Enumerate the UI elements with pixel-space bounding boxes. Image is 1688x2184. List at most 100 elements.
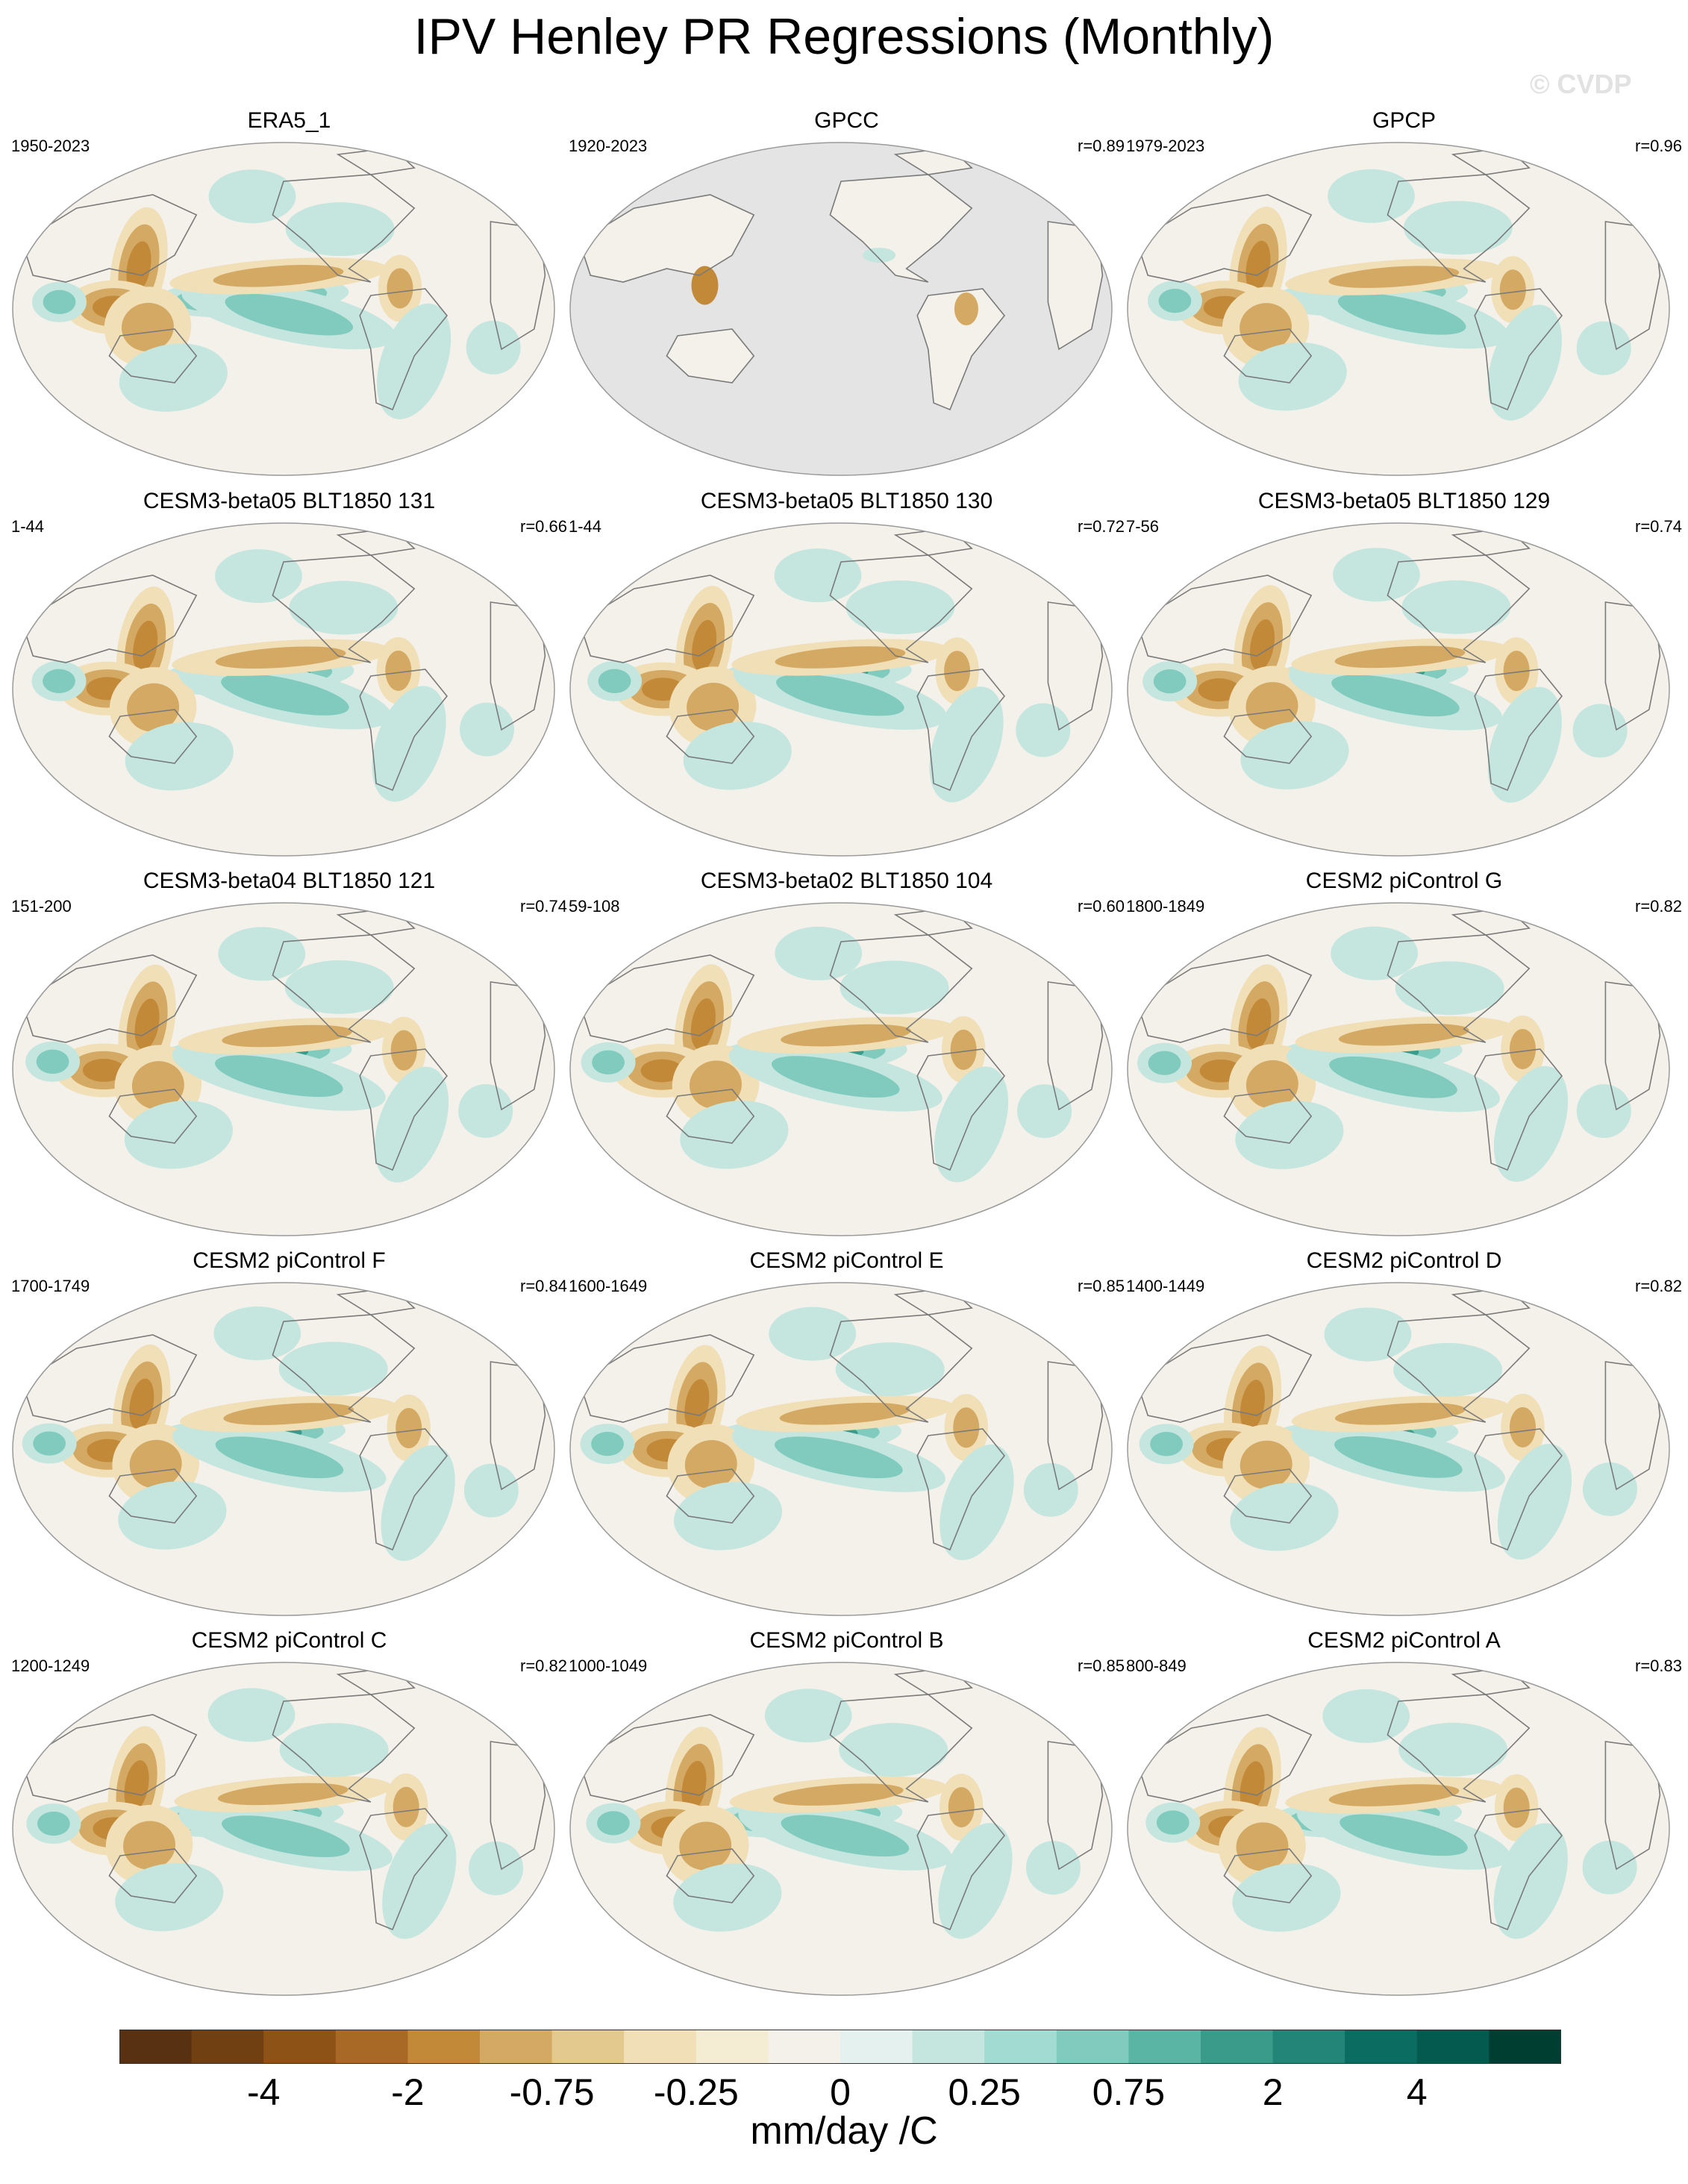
contour-band bbox=[372, 686, 446, 802]
map-panel: CESM3-beta04 BLT1850 121 151-200 r=0.74 bbox=[11, 869, 567, 1249]
contour-band bbox=[1398, 1722, 1508, 1777]
contour-band bbox=[684, 1440, 737, 1489]
panel-correlation: r=0.72 bbox=[1078, 517, 1125, 536]
contour-band bbox=[938, 1823, 1013, 1939]
coastline bbox=[1387, 1314, 1531, 1423]
map-panel: CESM3-beta05 BLT1850 131 1-44 r=0.66 bbox=[11, 489, 567, 869]
panel-title: GPCP bbox=[1372, 108, 1437, 133]
panel-correlation: r=0.82 bbox=[1635, 1277, 1682, 1295]
contour-band bbox=[1230, 1483, 1339, 1551]
contour-band bbox=[1245, 1060, 1298, 1109]
contour-band bbox=[215, 646, 346, 669]
land-data bbox=[917, 289, 1004, 410]
coastline bbox=[1474, 1428, 1563, 1551]
contour-band bbox=[129, 1378, 154, 1430]
contour-band bbox=[123, 1821, 175, 1870]
contour-band bbox=[681, 1760, 707, 1812]
contour-band bbox=[217, 1783, 348, 1806]
contour-band bbox=[1324, 1307, 1412, 1362]
map-panel: CESM2 piControl E 1600-1649 r=0.85 bbox=[569, 1248, 1125, 1629]
panel-title: CESM2 piControl F bbox=[193, 1248, 386, 1273]
contour-band bbox=[129, 1439, 182, 1489]
contour-band bbox=[208, 169, 296, 224]
contour-band bbox=[1487, 304, 1563, 421]
panel-years: 1600-1649 bbox=[569, 1277, 648, 1295]
land-data bbox=[830, 175, 972, 282]
panel-title: CESM2 piControl C bbox=[191, 1628, 387, 1653]
contour-band bbox=[134, 998, 160, 1050]
contour-band bbox=[687, 683, 740, 731]
colorbar-swatch bbox=[480, 2030, 553, 2064]
coastline bbox=[916, 669, 1006, 792]
watermark: © CVDP bbox=[1530, 69, 1632, 99]
contour-band bbox=[948, 1787, 975, 1828]
regression-map bbox=[12, 902, 555, 1236]
contour-band bbox=[1328, 266, 1460, 288]
panel-years: 1-44 bbox=[11, 517, 45, 536]
contour-band bbox=[1016, 703, 1071, 757]
contour-band bbox=[690, 1060, 742, 1110]
contour-band bbox=[215, 1055, 343, 1098]
contour-band bbox=[284, 960, 394, 1014]
contour-band bbox=[1331, 675, 1460, 717]
panel-correlation: r=0.96 bbox=[1635, 137, 1682, 155]
contour-band bbox=[774, 548, 862, 603]
contour-band bbox=[1153, 669, 1187, 694]
contour-band bbox=[1497, 1444, 1572, 1560]
contour-band bbox=[126, 241, 151, 293]
contour-band bbox=[1328, 1784, 1460, 1806]
precip-field bbox=[578, 1667, 1104, 1939]
coastline bbox=[1387, 174, 1531, 283]
coastline bbox=[1223, 1468, 1313, 1524]
contour-band bbox=[840, 960, 949, 1015]
contour-band bbox=[460, 702, 515, 757]
map-panel: GPCP 1979-2023 r=0.96 bbox=[1126, 108, 1682, 489]
contour-band bbox=[1582, 1462, 1637, 1516]
contour-band bbox=[213, 1306, 301, 1360]
map-panel: CESM2 piControl B 1000-1049 r=0.85 bbox=[569, 1628, 1125, 2009]
coastline bbox=[21, 1714, 198, 1803]
regression-map bbox=[1127, 522, 1670, 857]
colorbar-tick-label: -2 bbox=[391, 2071, 425, 2113]
contour-band bbox=[469, 1841, 524, 1895]
contour-band bbox=[374, 1066, 449, 1183]
panel-correlation: r=0.85 bbox=[1078, 1277, 1125, 1295]
regression-map bbox=[12, 1282, 555, 1616]
contour-band bbox=[218, 927, 306, 981]
contour-band bbox=[764, 1689, 852, 1743]
contour-band bbox=[775, 926, 863, 980]
coastline bbox=[1223, 709, 1313, 764]
land-anomaly bbox=[954, 292, 978, 325]
contour-band bbox=[679, 1821, 732, 1871]
colorbar-swatch bbox=[1489, 2030, 1561, 2064]
contour-band bbox=[940, 1444, 1014, 1561]
contour-band bbox=[390, 1030, 417, 1071]
contour-band bbox=[1158, 289, 1192, 313]
precip-field bbox=[1136, 907, 1661, 1182]
panel-correlation: r=0.83 bbox=[1635, 1656, 1682, 1675]
colorbar-frame bbox=[119, 2030, 1561, 2064]
land-anomaly bbox=[863, 248, 896, 263]
contour-band bbox=[131, 1061, 184, 1110]
panel-correlation: r=0.85 bbox=[1078, 1656, 1125, 1675]
map-panel: ERA5_1 1950-2023 bbox=[11, 108, 567, 489]
precip-field bbox=[578, 907, 1104, 1183]
contour-band bbox=[393, 1786, 419, 1827]
precip-field bbox=[21, 147, 546, 419]
coastline bbox=[1387, 934, 1531, 1043]
contour-band bbox=[1401, 580, 1511, 634]
contour-band bbox=[124, 1101, 233, 1169]
contour-band bbox=[37, 1811, 70, 1836]
contour-band bbox=[1333, 548, 1420, 602]
contour-band bbox=[944, 651, 971, 692]
contour-band bbox=[953, 1407, 980, 1448]
contour-band bbox=[1017, 1084, 1072, 1139]
precip-field bbox=[1136, 147, 1661, 421]
panel-title: CESM3-beta04 BLT1850 121 bbox=[143, 869, 436, 893]
colorbar-swatch bbox=[912, 2030, 985, 2064]
contour-band bbox=[121, 302, 174, 351]
contour-band bbox=[1576, 1084, 1631, 1139]
panel-correlation: r=0.60 bbox=[1078, 897, 1125, 916]
land-anomaly bbox=[691, 266, 719, 305]
map-border bbox=[569, 902, 1113, 1236]
